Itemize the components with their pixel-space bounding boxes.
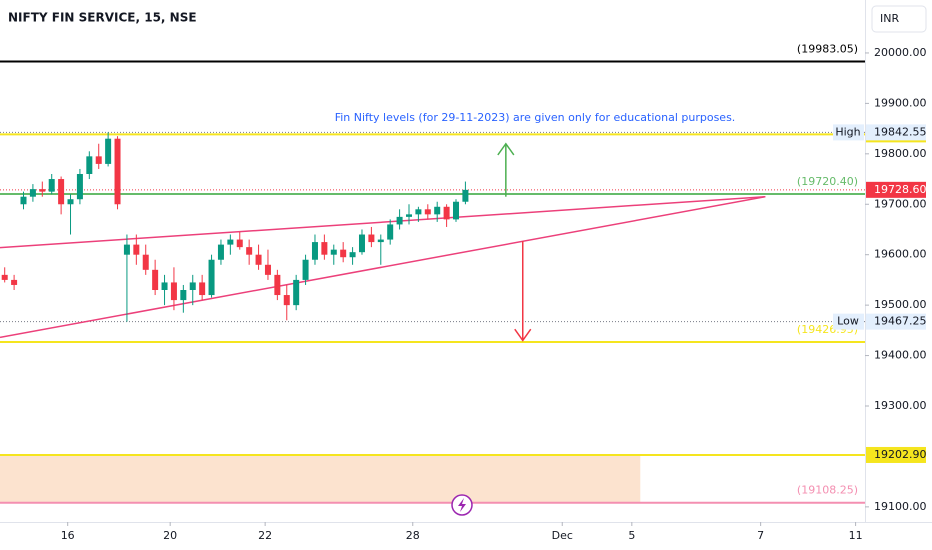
candle-body — [368, 234, 375, 243]
y-tick-label: 19400.00 — [874, 349, 927, 362]
candle-body — [396, 216, 403, 225]
y-tick-label: 19600.00 — [874, 248, 927, 261]
candle-body — [86, 156, 93, 174]
level-label: (19720.40) — [797, 175, 858, 188]
candle-body — [58, 179, 65, 205]
last-price-label: 19728.60 — [874, 183, 927, 196]
low-name-badge — [833, 313, 864, 330]
candle-body — [1, 274, 8, 280]
candle-body — [76, 174, 83, 200]
candle-body — [48, 179, 55, 192]
y-tick-label: 19300.00 — [874, 399, 927, 412]
x-tick-label: 5 — [628, 529, 635, 542]
candle-body — [152, 269, 159, 290]
candle-body — [349, 252, 356, 258]
candle-body — [443, 206, 450, 220]
trendline — [0, 195, 766, 339]
x-tick-label: Dec — [552, 529, 573, 542]
candle-body — [236, 239, 243, 248]
currency-button[interactable] — [871, 5, 927, 33]
high-name: High — [835, 125, 860, 138]
candle-body — [189, 282, 196, 290]
candle-body — [330, 249, 337, 255]
candle-body — [246, 247, 253, 255]
x-tick-label: 22 — [258, 529, 272, 542]
x-tick-label: 7 — [757, 529, 764, 542]
candle-body — [11, 279, 18, 285]
x-tick-label: 28 — [406, 529, 420, 542]
candle-body — [462, 189, 469, 202]
y-tick-label: 19700.00 — [874, 197, 927, 210]
candle-body — [358, 234, 365, 253]
candle-body — [387, 224, 394, 240]
arrow-head — [497, 142, 515, 156]
low-name: Low — [837, 315, 859, 328]
currency-label[interactable]: INR — [880, 12, 899, 25]
candle-body — [302, 259, 309, 280]
candle-body — [424, 209, 431, 215]
candle-body — [434, 206, 441, 215]
candle-body — [20, 196, 27, 205]
y-tick-label: 20000.00 — [874, 46, 927, 59]
candle-body — [321, 242, 328, 255]
chart-title: NIFTY FIN SERVICE, 15, NSE — [8, 11, 197, 25]
candle-body — [217, 244, 224, 260]
candle-body — [208, 259, 215, 296]
candle-body — [264, 264, 271, 275]
y-tick-label: 19100.00 — [874, 500, 927, 513]
candle-body — [29, 189, 36, 197]
candle-body — [340, 249, 347, 258]
candle-body — [405, 214, 412, 217]
candle-body — [105, 138, 112, 164]
candle-body — [67, 199, 74, 205]
y-tick-label: 19900.00 — [874, 96, 927, 109]
candle-body — [377, 239, 384, 243]
high-name-badge — [833, 124, 864, 141]
candle-body — [180, 290, 187, 301]
y-tick-label: 19800.00 — [874, 147, 927, 160]
candle-body — [274, 274, 281, 296]
arrow-head — [514, 328, 532, 342]
candle-body — [199, 282, 206, 296]
candle-body — [170, 282, 177, 301]
level-badge-label: 19202.90 — [874, 448, 927, 461]
high-value-badge — [866, 124, 926, 141]
candle-body — [293, 279, 300, 306]
level-badge — [866, 446, 926, 463]
x-tick-label: 11 — [849, 529, 863, 542]
candle-body — [161, 282, 168, 290]
candle-body — [142, 254, 149, 270]
candle-body — [133, 244, 140, 255]
last-price-badge — [866, 181, 926, 198]
lightning-icon[interactable] — [451, 494, 473, 516]
high-value: 19842.55 — [874, 125, 927, 138]
level-label: (19983.05) — [797, 43, 858, 56]
candle-body — [283, 295, 290, 306]
annotation: Fin Nifty levels (for 29-11-2023) are gi… — [335, 111, 736, 124]
candle-body — [39, 189, 46, 192]
level-label: (19108.25) — [797, 484, 858, 497]
y-tick-label: 19500.00 — [874, 298, 927, 311]
zone — [0, 454, 641, 503]
candle-body — [453, 201, 460, 220]
candle-body — [415, 209, 422, 215]
candle-body — [227, 239, 234, 245]
candle-body — [123, 244, 130, 255]
candle-body — [114, 138, 121, 205]
plot-area — [0, 60, 865, 504]
x-tick-label: 20 — [163, 529, 177, 542]
candle-body — [311, 242, 318, 260]
low-value: 19467.25 — [874, 315, 927, 328]
trendline — [0, 195, 766, 249]
candle-body — [95, 156, 102, 164]
low-value-badge — [866, 313, 926, 330]
x-tick-label: 16 — [61, 529, 75, 542]
candle-body — [255, 254, 262, 265]
